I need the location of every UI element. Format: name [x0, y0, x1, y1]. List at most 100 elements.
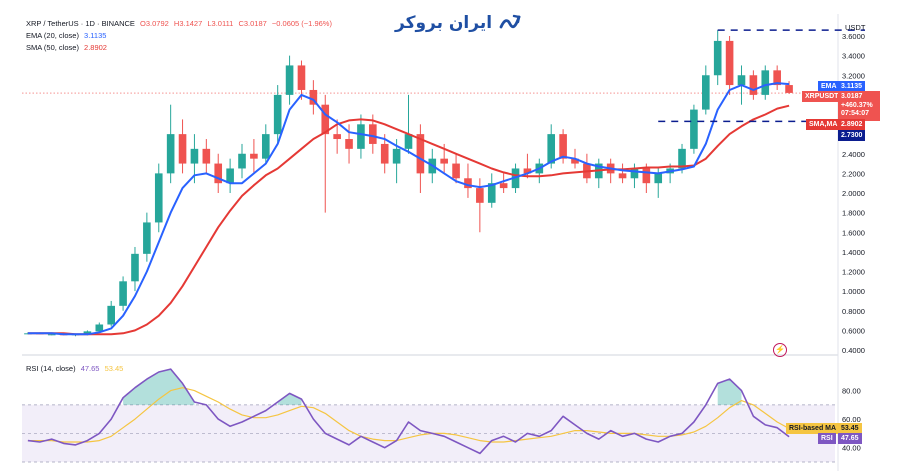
- candle-body: [297, 65, 306, 90]
- candle-body: [119, 281, 127, 306]
- sma-legend[interactable]: SMA (50, close) 2.8902: [26, 43, 110, 53]
- rsi-tick-label: 80.00: [842, 387, 861, 396]
- level-price-tag: 2.7300: [838, 130, 866, 141]
- price-tick-label: 3.4000: [842, 52, 865, 61]
- candle-body: [654, 173, 663, 184]
- price-tick-label: 1.2000: [842, 268, 865, 277]
- last-change: +460.37%: [841, 101, 873, 109]
- candle-body: [690, 109, 698, 149]
- bar-countdown: 07:54:07: [841, 110, 870, 117]
- candle-body: [440, 158, 448, 164]
- candle-body: [476, 188, 484, 203]
- rsi-ma-tag-label: RSI-based MA: [786, 423, 840, 434]
- candle-body: [178, 134, 187, 164]
- candle-body: [452, 163, 460, 179]
- ohlc-high: H3.1427: [173, 19, 203, 28]
- candle-body: [380, 143, 389, 164]
- candle-body: [523, 168, 532, 174]
- price-tick-label: 0.4000: [842, 346, 865, 355]
- ema-tag-label: EMA: [821, 83, 837, 90]
- candle-body: [773, 70, 781, 86]
- ema-legend[interactable]: EMA (20, close) 3.1135: [26, 31, 109, 41]
- candle-body: [238, 153, 246, 169]
- candle-body: [559, 134, 567, 159]
- candle-body: [214, 163, 223, 184]
- currency-label: USDT: [845, 23, 866, 32]
- candle-body: [369, 124, 377, 144]
- sma-price-value: 2.8902: [838, 119, 866, 130]
- ema-price-tag: EMA: [818, 81, 840, 92]
- brand-logo: ایران بروکر: [395, 10, 522, 36]
- candle-body: [107, 305, 115, 325]
- last-price: 3.0187: [841, 93, 863, 100]
- chart-swoosh-icon: [499, 14, 521, 29]
- rsi-ma-line: [27, 387, 790, 443]
- candle-body: [702, 75, 710, 110]
- candle-body: [761, 70, 770, 95]
- ohlc-low: L3.0111: [207, 19, 234, 28]
- candle-body: [309, 89, 318, 105]
- candle-body: [499, 183, 508, 189]
- price-tick-label: 1.4000: [842, 248, 865, 257]
- ema-price-value: 3.1135: [838, 81, 866, 92]
- candle-body: [642, 168, 651, 184]
- ohlc-change: −0.0605 (−1.96%): [271, 19, 332, 28]
- candle-body: [416, 134, 425, 174]
- candle-body: [749, 75, 758, 95]
- candle-body: [333, 134, 341, 140]
- candle-body: [487, 183, 496, 203]
- last-price-tag: 3.0187 +460.37% 07:54:07: [838, 91, 880, 121]
- candle-body: [630, 168, 639, 179]
- candle-body: [190, 148, 199, 164]
- price-tick-label: 2.0000: [842, 189, 865, 198]
- price-tick-label: 1.0000: [842, 287, 865, 296]
- candle-body: [202, 148, 211, 164]
- candle-body: [226, 168, 234, 184]
- rsi-legend-value2: 53.45: [104, 364, 124, 373]
- sma-legend-label: SMA (50, close): [26, 43, 79, 52]
- price-tick-label: 0.6000: [842, 326, 865, 335]
- candle-body: [321, 104, 330, 135]
- candle-body: [131, 253, 139, 282]
- ohlc-close: C3.0187: [238, 19, 267, 28]
- rsi-overbought-fill: [123, 369, 195, 405]
- sma-price-tag: SMA,MA: [806, 119, 841, 130]
- candle-body: [143, 222, 151, 254]
- sma-50-line: [27, 104, 790, 336]
- candle-body: [250, 153, 258, 159]
- symbol-header: XRP / TetherUS · 1D · BINANCE O3.0792 H3…: [26, 19, 335, 29]
- candle-body: [261, 134, 270, 159]
- price-tick-label: 3.6000: [842, 32, 865, 41]
- ohlc-open: O3.0792: [140, 19, 169, 28]
- ema-legend-value: 3.1135: [84, 31, 107, 40]
- candle-body: [678, 148, 686, 169]
- price-tick-label: 2.2000: [842, 169, 865, 178]
- candle-body: [785, 85, 793, 93]
- price-tick-label: 3.2000: [842, 71, 865, 80]
- rsi-legend-value: 47.65: [80, 364, 100, 373]
- lightning-icon[interactable]: ⚡: [773, 343, 787, 357]
- candle-body: [713, 40, 722, 76]
- rsi-tag-value: 47.65: [838, 433, 862, 444]
- price-tick-label: 1.6000: [842, 228, 865, 237]
- ema-legend-label: EMA (20, close): [26, 31, 79, 40]
- candle-body: [83, 331, 92, 335]
- rsi-legend[interactable]: RSI (14, close) 47.65 53.45: [26, 364, 126, 374]
- candle-body: [725, 40, 734, 86]
- rsi-tag-label: RSI: [818, 433, 836, 444]
- candle-body: [404, 134, 413, 149]
- candle-body: [345, 139, 353, 149]
- candle-body: [547, 134, 556, 164]
- rsi-tick-label: 40.00: [842, 444, 861, 453]
- candle-body: [737, 75, 746, 86]
- candle-body: [618, 173, 627, 179]
- price-tick-label: 1.8000: [842, 209, 865, 218]
- candle-body: [154, 173, 163, 223]
- rsi-ma-tag-value: 53.45: [838, 423, 862, 434]
- candle-body: [464, 178, 472, 189]
- rsi-tick-label: 60.00: [842, 415, 861, 424]
- rsi-legend-label: RSI (14, close): [26, 364, 76, 373]
- symbol-price-tag: XRPUSDT: [802, 91, 842, 102]
